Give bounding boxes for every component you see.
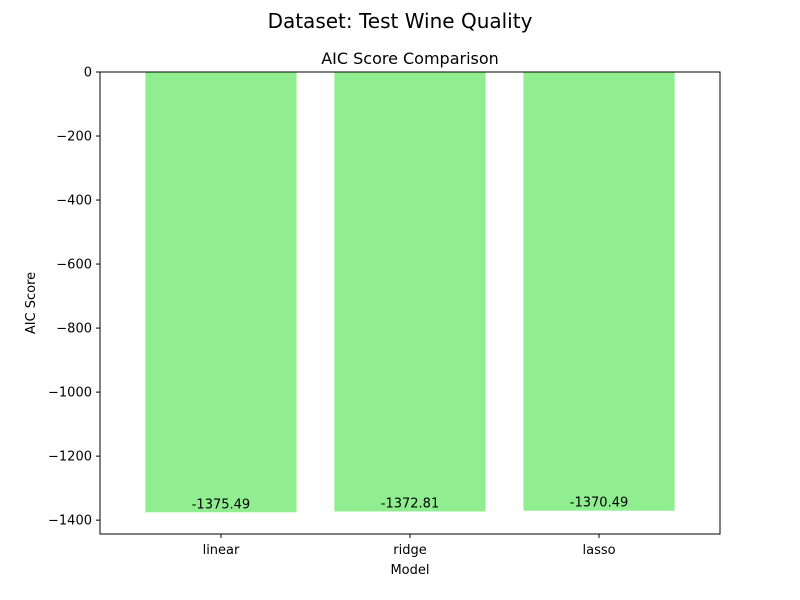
chart-title: AIC Score Comparison	[321, 49, 499, 68]
y-axis-label: AIC Score	[24, 272, 39, 334]
y-tick-label: −800	[56, 322, 92, 337]
y-axis-ticks: 0 −200 −400 −600 −800 −1000 −1200 −1400	[48, 66, 100, 529]
y-tick-label: −1400	[48, 514, 92, 529]
y-tick-label: −200	[56, 130, 92, 145]
x-tick-label-ridge: ridge	[393, 543, 426, 558]
data-label-ridge: -1372.81	[381, 496, 439, 511]
y-tick-label: −1200	[48, 450, 92, 465]
data-label-linear: -1375.49	[192, 497, 250, 512]
x-tick-label-linear: linear	[203, 543, 240, 558]
x-axis-label: Model	[390, 563, 429, 578]
y-tick-label: 0	[84, 66, 92, 81]
y-tick-label: −1000	[48, 386, 92, 401]
data-label-lasso: -1370.49	[570, 496, 628, 511]
bar-lasso	[523, 72, 675, 511]
x-tick-label-lasso: lasso	[582, 543, 615, 558]
x-axis-ticks: linear ridge lasso	[203, 534, 616, 558]
figure-suptitle: Dataset: Test Wine Quality	[268, 9, 533, 33]
y-tick-label: −600	[56, 258, 92, 273]
bar-ridge	[334, 72, 486, 512]
data-labels-group: -1375.49 -1372.81 -1370.49	[192, 496, 629, 513]
y-tick-label: −400	[56, 194, 92, 209]
bars-group	[145, 72, 675, 513]
bar-linear	[145, 72, 297, 513]
